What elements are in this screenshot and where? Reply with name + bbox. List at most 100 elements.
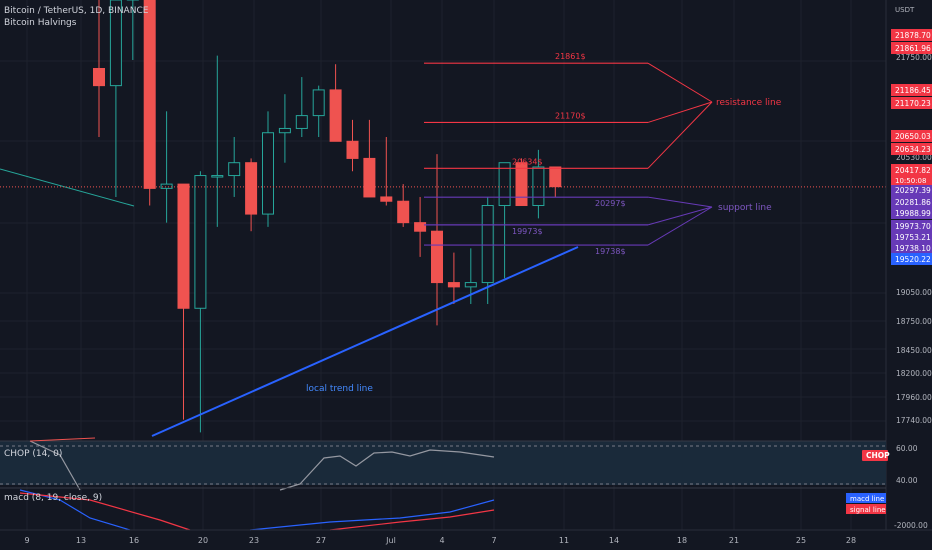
price-tag bbox=[891, 97, 932, 109]
time-axis-label: 28 bbox=[846, 536, 856, 545]
candle-body bbox=[211, 175, 224, 178]
time-axis-label: 27 bbox=[316, 536, 326, 545]
time-axis-label: 18 bbox=[677, 536, 687, 545]
chop-tag-label: CHOP bbox=[866, 451, 890, 460]
price-tag bbox=[891, 84, 932, 96]
time-axis-label: 13 bbox=[76, 536, 86, 545]
price-tag-label: 19973.70 bbox=[895, 222, 931, 231]
candle-body bbox=[447, 282, 460, 288]
candle-body bbox=[498, 162, 511, 207]
price-axis-tick: 18750.00 bbox=[896, 317, 932, 326]
resistance-fan-line bbox=[647, 101, 713, 169]
price-tag bbox=[891, 130, 932, 142]
candle-body bbox=[312, 89, 325, 117]
time-axis-label: 16 bbox=[129, 536, 139, 545]
price-tag bbox=[891, 207, 932, 219]
price-tag-label: 19738.10 bbox=[895, 244, 931, 253]
price-tag-label: 21170.23 bbox=[895, 99, 931, 108]
support-fan-line bbox=[647, 196, 713, 208]
price-tag bbox=[891, 253, 932, 265]
price-tag bbox=[891, 143, 932, 155]
price-tag bbox=[891, 184, 932, 196]
chop-tick: 40.00 bbox=[896, 476, 918, 485]
candle-body bbox=[295, 115, 308, 129]
candle-body bbox=[380, 196, 393, 202]
price-axis-tick: 20530.00 bbox=[896, 153, 932, 162]
bar-countdown: 10:50:08 bbox=[895, 177, 926, 185]
symbol-title[interactable]: Bitcoin / TetherUS, 1D, BINANCE bbox=[4, 6, 149, 16]
macd-line bbox=[249, 499, 495, 531]
price-axis-tick: 17960.00 bbox=[896, 393, 932, 402]
signal-line-tag bbox=[846, 504, 886, 514]
time-axis-label: 25 bbox=[796, 536, 806, 545]
candle-body bbox=[143, 0, 156, 189]
candle-body bbox=[109, 0, 122, 87]
price-tag bbox=[891, 220, 932, 232]
candle-body bbox=[481, 205, 494, 284]
chop-tick: 60.00 bbox=[896, 444, 918, 453]
teal-trend-line bbox=[0, 168, 135, 207]
candle-body bbox=[177, 183, 190, 309]
candle-body bbox=[431, 230, 443, 284]
chop-line-left bbox=[29, 440, 81, 491]
price-axis-currency: USDT bbox=[895, 6, 915, 14]
chop-red-line bbox=[29, 437, 96, 442]
candle-body bbox=[363, 157, 376, 198]
price-tag-label: 21186.45 bbox=[895, 86, 931, 95]
indicator-title[interactable]: Bitcoin Halvings bbox=[4, 18, 77, 28]
last-price-tag bbox=[891, 164, 932, 185]
candle-body bbox=[93, 68, 105, 87]
resistance-level-label: 21170$ bbox=[555, 111, 586, 120]
time-axis-label: 21 bbox=[729, 536, 739, 545]
price-tag bbox=[891, 242, 932, 254]
price-axis-tick: 17740.00 bbox=[896, 416, 932, 425]
time-axis-label: 4 bbox=[439, 536, 444, 545]
time-axis-label: 7 bbox=[491, 536, 496, 545]
support-level-label: 19738$ bbox=[595, 247, 626, 256]
local-trend-line[interactable] bbox=[151, 246, 579, 437]
resistance-fan-line bbox=[647, 62, 713, 103]
macd-tick: -2000.00 bbox=[894, 521, 928, 530]
trend-line-label: local trend line bbox=[306, 384, 373, 394]
candle-body bbox=[549, 166, 562, 188]
time-axis-label: 9 bbox=[24, 536, 29, 545]
candle-body bbox=[262, 132, 274, 215]
candle-body bbox=[245, 162, 258, 215]
time-axis-label: 14 bbox=[609, 536, 619, 545]
macd-pane-label[interactable]: macd (8, 19, close, 9) bbox=[4, 493, 103, 503]
price-tag-label: 21861.96 bbox=[895, 44, 931, 53]
resistance-fan-line bbox=[647, 101, 713, 123]
price-tag bbox=[891, 196, 932, 208]
time-axis-label: 20 bbox=[198, 536, 208, 545]
time-axis-label: 11 bbox=[559, 536, 569, 545]
candle-body bbox=[397, 200, 410, 224]
support-level-label: 19973$ bbox=[512, 227, 543, 236]
support-fan-line bbox=[647, 206, 713, 246]
price-axis-tick: 19050.00 bbox=[896, 288, 932, 297]
candle-body bbox=[346, 140, 359, 159]
candle-body bbox=[228, 162, 241, 177]
price-tag bbox=[891, 231, 932, 243]
support-level-label: 20297$ bbox=[595, 199, 626, 208]
support-fan-line bbox=[647, 206, 713, 226]
chop-pane-bg bbox=[0, 441, 886, 485]
price-tag bbox=[891, 42, 932, 54]
signal-line-left bbox=[19, 492, 191, 531]
last-price-value: 20417.82 bbox=[895, 166, 931, 175]
candle-body bbox=[464, 282, 477, 288]
signal-line-tag-label: signal line bbox=[850, 506, 886, 514]
price-axis-tick: 18450.00 bbox=[896, 346, 932, 355]
resistance-line-label: resistance line bbox=[716, 98, 782, 108]
candle-body bbox=[329, 89, 342, 142]
price-axis-tick: 18200.00 bbox=[896, 369, 932, 378]
price-tag-label: 19520.22 bbox=[895, 255, 931, 264]
time-axis-label: 23 bbox=[249, 536, 259, 545]
chop-line bbox=[279, 449, 495, 491]
candle-body bbox=[160, 183, 173, 189]
price-axis-tick: 21750.00 bbox=[896, 53, 932, 62]
price-tag-label: 20281.86 bbox=[895, 198, 931, 207]
chop-pane-label[interactable]: CHOP (14, 0) bbox=[4, 449, 63, 459]
signal-line bbox=[329, 509, 495, 531]
